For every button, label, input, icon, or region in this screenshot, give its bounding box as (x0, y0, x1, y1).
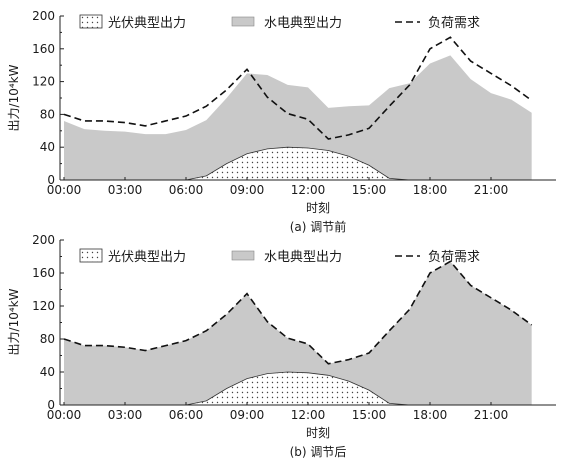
chart-a-legend: 光伏典型出力 水电典型出力 负荷需求 (79, 14, 480, 31)
chart-b-legend: 光伏典型出力 水电典型出力 负荷需求 (79, 248, 480, 265)
chart-a-xtick-label: 18:00 (413, 183, 448, 197)
chart-a-caption: (a) 调节前 (290, 219, 347, 234)
chart-b-ytick-label: 40 (40, 365, 55, 379)
chart-a-xtick-label: 12:00 (291, 183, 326, 197)
chart-b-x-label: 时刻 (306, 426, 330, 440)
chart-b-xtick-label: 18:00 (413, 408, 448, 422)
chart-a-ytick-label: 0 (47, 173, 55, 187)
chart-b-ytick-label: 0 (47, 398, 55, 412)
legend-label-pv: 光伏典型出力 (108, 250, 186, 265)
legend-label-hydro: 水电典型出力 (264, 16, 342, 31)
chart-b-xtick-label: 06:00 (169, 408, 204, 422)
chart-b-xtick-label: 21:00 (474, 408, 509, 422)
chart-panel-b: 0 40 80 120 160 200 00:00 03:00 06:00 09:00 12:00 1… (7, 233, 556, 459)
chart-b-caption: (b) 调节后 (290, 445, 347, 459)
legend-label-load: 负荷需求 (428, 16, 480, 31)
chart-a-xtick-label: 15:00 (352, 183, 387, 197)
chart-b-xtick-label: 15:00 (352, 408, 387, 422)
chart-b-load-line (63, 260, 533, 365)
legend-swatch-pv (79, 248, 103, 263)
chart-b-hydro-area (64, 261, 532, 405)
chart-b-xtick-label: 12:00 (291, 408, 326, 422)
chart-a-y-label: 出力/10⁴kW (7, 64, 21, 131)
legend-swatch-hydro (231, 250, 255, 261)
chart-a-xtick-label: 09:00 (230, 183, 265, 197)
chart-a-x-label: 时刻 (306, 201, 330, 215)
chart-panel-a: 0 40 80 120 160 200 00:00 03:00 06:00 09:00 12:00 1… (7, 9, 556, 234)
legend-label-pv: 光伏典型出力 (108, 16, 186, 31)
chart-b-y-label: 出力/10⁴kW (7, 288, 21, 355)
chart-b-ytick-label: 120 (32, 299, 55, 313)
chart-a-ytick-label: 40 (40, 140, 55, 154)
chart-a-xtick-label: 06:00 (169, 183, 204, 197)
chart-a-load-line (63, 36, 533, 140)
chart-a-ytick-label: 120 (32, 75, 55, 89)
chart-a-ytick-label: 160 (32, 42, 55, 56)
legend-label-hydro: 水电典型出力 (264, 250, 342, 265)
chart-b-xtick-label: 03:00 (108, 408, 143, 422)
chart-a-xtick-label: 21:00 (474, 183, 509, 197)
chart-b-xtick-label: 09:00 (230, 408, 265, 422)
legend-swatch-hydro (231, 16, 255, 27)
chart-a-ytick-label: 200 (32, 9, 55, 23)
chart-a-xtick-label: 03:00 (108, 183, 143, 197)
chart-a-ytick-label: 80 (40, 107, 55, 121)
chart-b-ytick-label: 160 (32, 266, 55, 280)
chart-b-ytick-label: 80 (40, 332, 55, 346)
chart-b-ytick-label: 200 (32, 233, 55, 247)
chart-a-xtick-label: 00:00 (47, 183, 82, 197)
chart-a-hydro-area (64, 55, 532, 180)
legend-swatch-pv (79, 14, 103, 29)
legend-label-load: 负荷需求 (428, 250, 480, 265)
chart-b-xtick-label: 00:00 (47, 408, 82, 422)
